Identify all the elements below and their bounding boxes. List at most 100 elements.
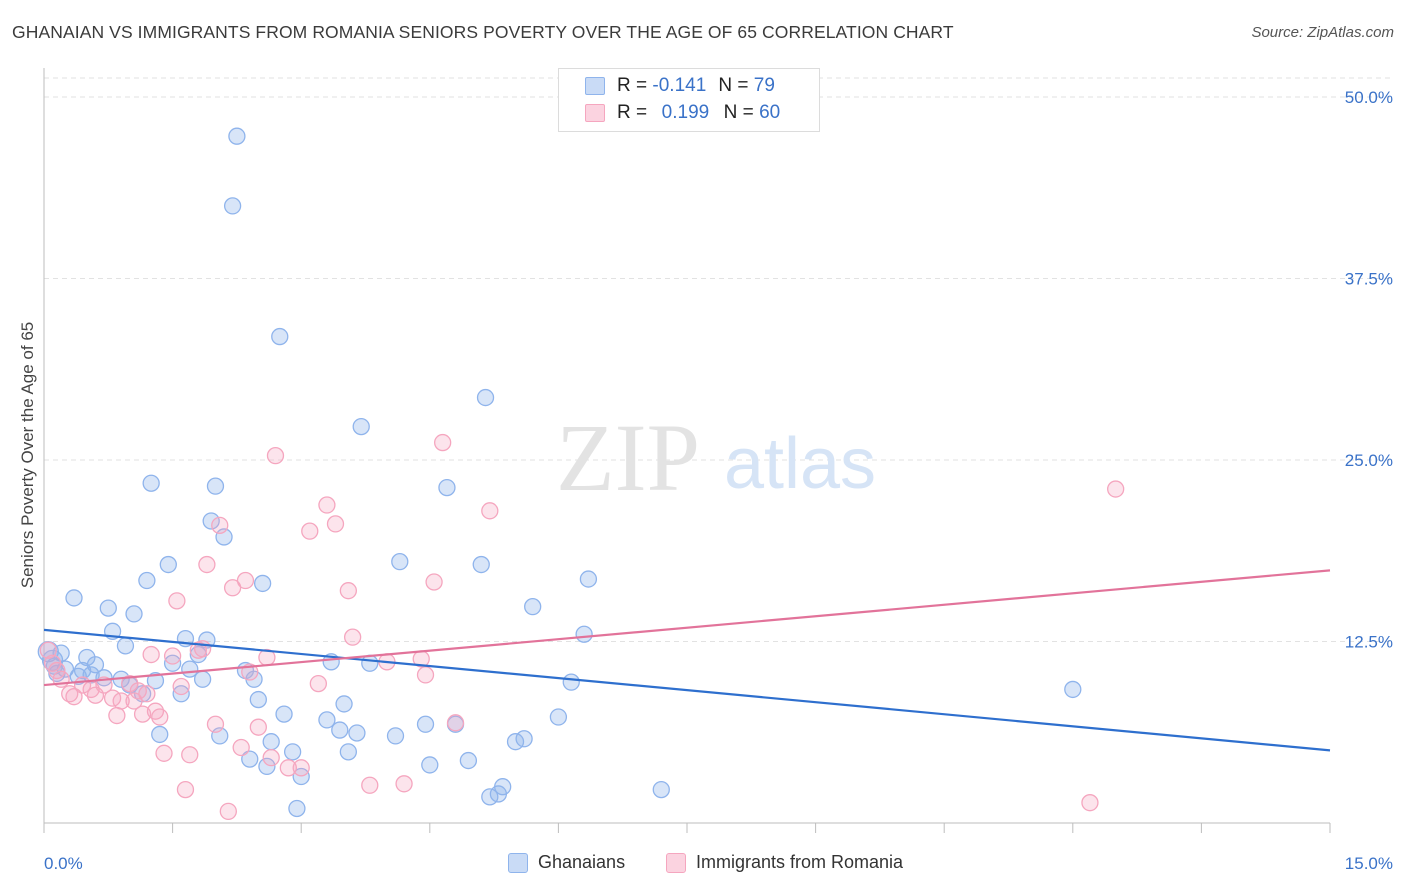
romania-trend-line — [43, 569, 1331, 687]
watermark-zip: ZIP — [556, 404, 700, 511]
ghanaians-point — [1064, 680, 1082, 699]
romania-point — [1107, 480, 1125, 498]
romania-point — [112, 692, 130, 710]
ghanaians-point — [421, 756, 439, 774]
ghanaians-point — [151, 725, 169, 744]
ghanaians-point — [142, 474, 160, 492]
ghanaians-point — [549, 708, 568, 726]
ghanaians-point — [391, 552, 409, 571]
grid-lines — [44, 77, 1392, 642]
ghanaians-point — [472, 555, 490, 574]
ghanaians-point — [562, 673, 580, 691]
legend-swatch-romania — [666, 852, 686, 873]
source-label: Source: ZipAtlas.com — [1251, 24, 1394, 41]
ghanaians-point — [125, 605, 143, 623]
ghanaians-point — [262, 733, 280, 751]
romania-point — [309, 674, 327, 693]
ghanaians-point — [116, 637, 135, 655]
romania-point — [318, 496, 336, 514]
legend-item-ghanaians: Ghanaians — [508, 852, 625, 873]
ghanaians-point — [575, 625, 593, 643]
ghanaians-point — [361, 654, 379, 672]
axes — [43, 68, 1331, 833]
romania-point — [206, 715, 225, 733]
romania-point — [125, 692, 143, 710]
ghanaians-point — [258, 757, 276, 776]
ghanaians-point — [288, 799, 306, 818]
romania-point — [425, 573, 443, 591]
trend-lines — [43, 569, 1331, 752]
ghanaians-point — [292, 767, 310, 786]
romania-point — [249, 718, 267, 736]
r-label: R = — [617, 75, 648, 96]
ghanaians-point — [339, 743, 358, 761]
stats-legend: R = -0.141 N = 79 R = 0.199 N = 60 — [558, 68, 820, 132]
romania-point — [172, 677, 190, 696]
ghanaians-point — [318, 711, 336, 729]
ghanaians-point — [241, 750, 259, 768]
ghanaians-point — [275, 705, 293, 723]
ghanaians-point — [352, 417, 370, 436]
romania-point — [236, 571, 255, 590]
ghanaians-point — [416, 715, 435, 733]
ghanaians-point — [65, 589, 83, 607]
legend-item-romania: Immigrants from Romania — [666, 852, 903, 873]
ghanaians-point — [579, 570, 598, 588]
romania-point — [279, 759, 297, 777]
stats-legend-row-ghanaians: R = -0.141 N = 79 — [585, 74, 775, 98]
ghanaians-point — [652, 780, 670, 799]
ghanaians-point — [146, 672, 165, 690]
n-value: 79 — [753, 75, 775, 96]
y-tick-label: 37.5% — [1345, 270, 1393, 289]
data-points — [37, 127, 1125, 821]
ghanaians-point — [386, 727, 405, 745]
romania-point — [133, 705, 152, 723]
romania-point — [292, 759, 310, 777]
ghanaians-point — [138, 571, 156, 590]
legend-label-romania: Immigrants from Romania — [696, 852, 904, 872]
romania-point — [211, 516, 229, 534]
ghanaians-point — [249, 690, 267, 709]
ghanaians-point — [163, 654, 182, 672]
ghanaians-point — [99, 599, 117, 617]
ghanaians-point — [515, 730, 533, 748]
romania-point — [223, 579, 242, 597]
ghanaians-trend-line — [43, 628, 1331, 752]
ghanaians-point — [331, 721, 349, 739]
romania-point — [416, 666, 435, 684]
ghanaians-point — [348, 724, 366, 742]
romania-swatch — [585, 104, 605, 122]
ghanaians-swatch — [585, 77, 605, 95]
ghanaians-point — [172, 685, 190, 703]
legend-label-ghanaians: Ghanaians — [538, 852, 626, 872]
watermark-atlas: atlas — [724, 424, 876, 504]
r-label: R = — [617, 102, 648, 123]
chart-title: GHANAIAN VS IMMIGRANTS FROM ROMANIA SENI… — [12, 22, 954, 42]
ghanaians-point — [69, 667, 87, 685]
romania-point — [326, 515, 345, 533]
romania-point — [155, 744, 173, 762]
romania-point — [301, 522, 319, 540]
romania-point — [198, 555, 216, 574]
ghanaians-point — [228, 127, 246, 145]
ghanaians-point — [206, 477, 225, 495]
y-tick-label: 12.5% — [1345, 633, 1393, 652]
romania-point — [176, 780, 195, 799]
romania-point — [219, 802, 237, 821]
n-value: 60 — [759, 102, 781, 123]
romania-point — [481, 502, 499, 520]
romania-point — [395, 775, 413, 793]
romania-point — [39, 641, 57, 659]
romania-point — [434, 433, 452, 452]
romania-point — [1081, 794, 1099, 812]
ghanaians-point — [283, 743, 302, 761]
romania-point — [262, 749, 280, 767]
romania-point — [151, 708, 169, 726]
x-tick-label: 0.0% — [44, 854, 83, 873]
n-label: N = — [718, 75, 749, 96]
romania-point — [163, 647, 182, 665]
romania-point — [266, 446, 285, 465]
stats-legend-row-romania: R = 0.199 N = 60 — [585, 101, 780, 125]
romania-point — [446, 714, 465, 732]
